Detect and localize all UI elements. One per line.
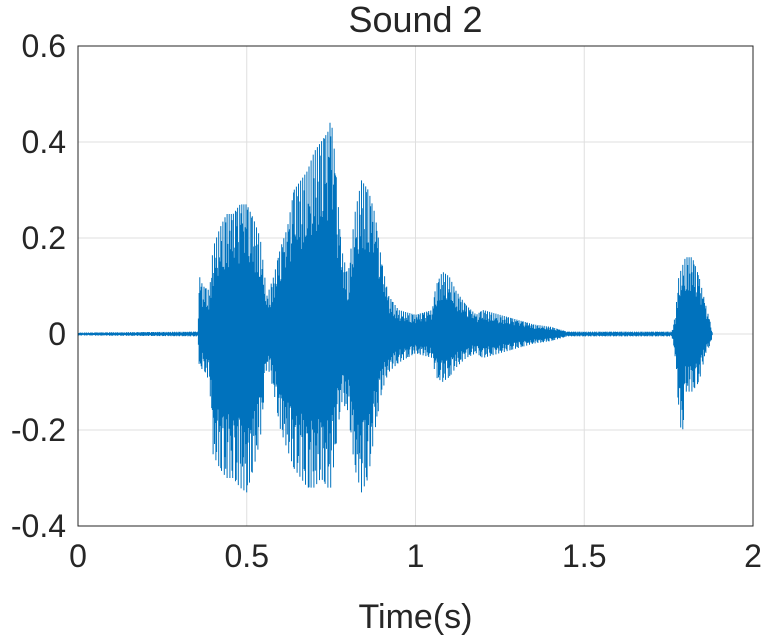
waveform-series <box>77 122 713 493</box>
x-tick-label: 0.5 <box>225 538 269 574</box>
x-tick-label: 0 <box>69 538 87 574</box>
x-tick-label: 2 <box>744 538 762 574</box>
y-tick-label: 0 <box>48 316 66 352</box>
y-tick-label: 0.2 <box>22 220 66 256</box>
waveform-line <box>77 122 713 493</box>
y-tick-label: 0.4 <box>22 124 66 160</box>
x-tick-label: 1 <box>407 538 425 574</box>
y-tick-label: -0.2 <box>11 412 66 448</box>
tick-labels: 0 0.5 1 1.5 2 -0.4 -0.2 0 0.2 0.4 0.6 <box>11 28 762 574</box>
y-tick-label: -0.4 <box>11 508 66 544</box>
grid-lines <box>77 45 754 527</box>
chart-title: Sound 2 <box>348 0 482 40</box>
y-tick-label: 0.6 <box>22 28 66 64</box>
x-tick-label: 1.5 <box>562 538 606 574</box>
axes-frame <box>77 45 754 527</box>
x-axis-label: Time(s) <box>359 598 473 636</box>
